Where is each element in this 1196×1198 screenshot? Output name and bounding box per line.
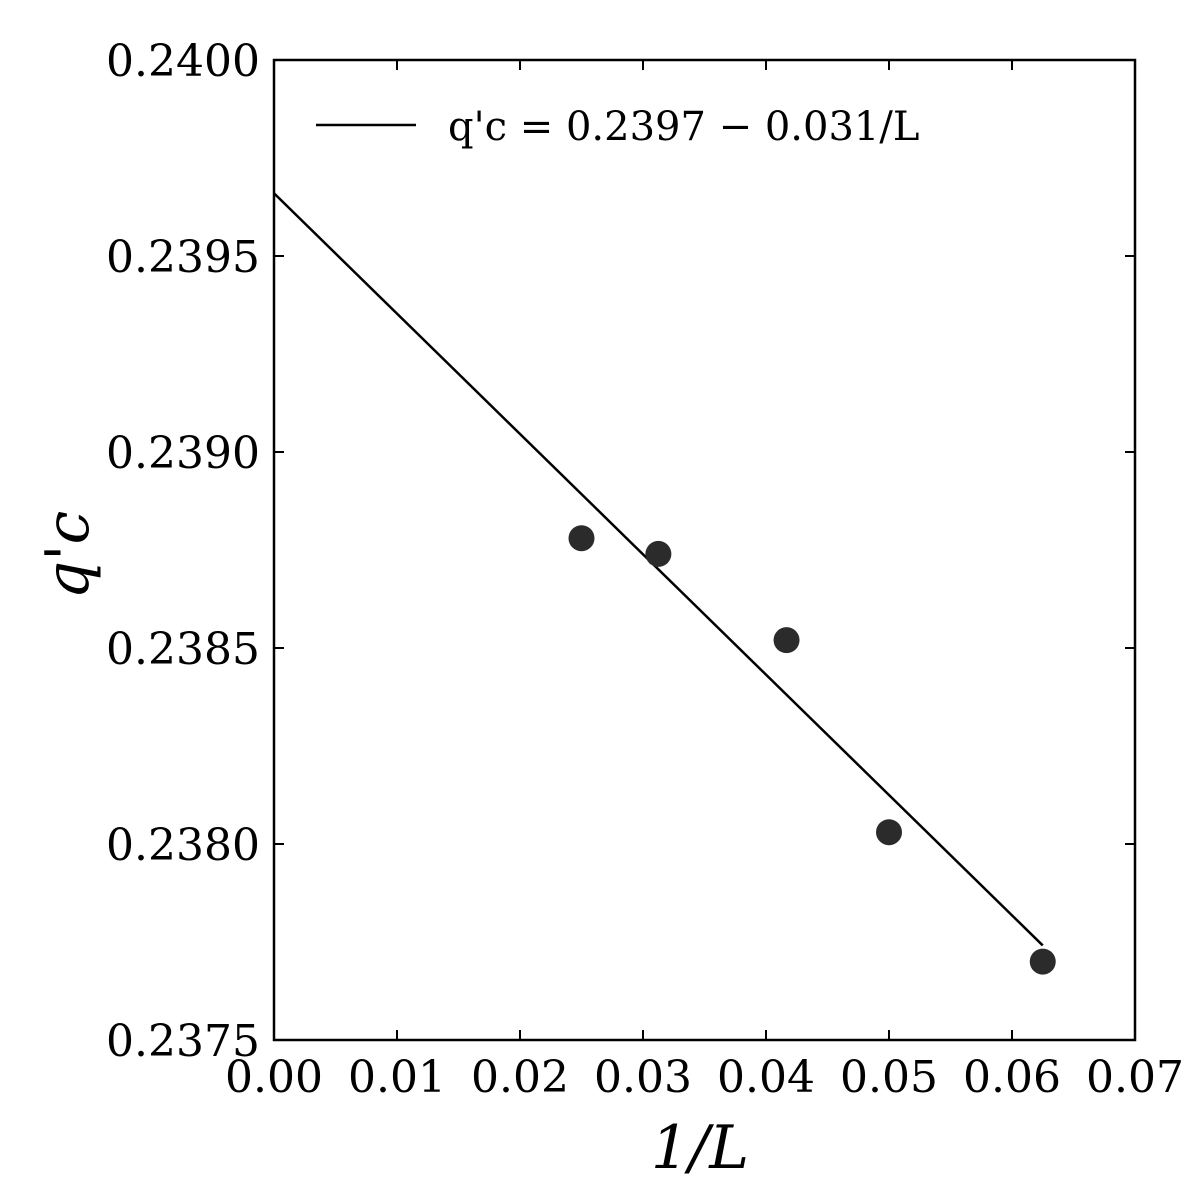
x-tick-label: 0.07	[1086, 1052, 1184, 1103]
legend: q'c = 0.2397 − 0.031/L	[316, 104, 919, 150]
x-tick-label: 0.02	[471, 1052, 569, 1103]
y-axis-label: q'c	[33, 511, 103, 600]
fit-line	[273, 192, 1044, 947]
x-axis-label: 1/L	[651, 1113, 749, 1183]
x-tick-label: 0.00	[225, 1052, 323, 1103]
data-point	[645, 540, 672, 567]
x-tick-label: 0.06	[963, 1052, 1061, 1103]
y-tick-label: 0.2390	[106, 428, 260, 479]
x-tick-label: 0.05	[840, 1052, 938, 1103]
x-tick-label: 0.04	[717, 1052, 815, 1103]
x-tick-label: 0.01	[348, 1052, 446, 1103]
data-point	[568, 525, 595, 552]
x-tick-label: 0.03	[594, 1052, 692, 1103]
y-tick-label: 0.2395	[106, 232, 260, 283]
plot-marks	[273, 192, 1056, 975]
data-point	[773, 627, 800, 654]
y-tick-label: 0.2375	[106, 1016, 260, 1067]
y-tick-label: 0.2400	[106, 36, 260, 87]
y-tick-label: 0.2380	[106, 820, 260, 871]
x-axis-ticks: 0.00 0.01 0.02 0.03 0.04 0.05 0.06 0.07	[225, 60, 1184, 1103]
legend-label: q'c = 0.2397 − 0.031/L	[448, 104, 919, 150]
y-axis-ticks: 0.2375 0.2380 0.2385 0.2390 0.2395 0.2400	[106, 36, 1135, 1067]
data-point	[1029, 948, 1056, 975]
plot-frame	[272, 58, 1137, 1042]
data-point	[876, 819, 902, 846]
y-tick-label: 0.2385	[106, 624, 260, 675]
